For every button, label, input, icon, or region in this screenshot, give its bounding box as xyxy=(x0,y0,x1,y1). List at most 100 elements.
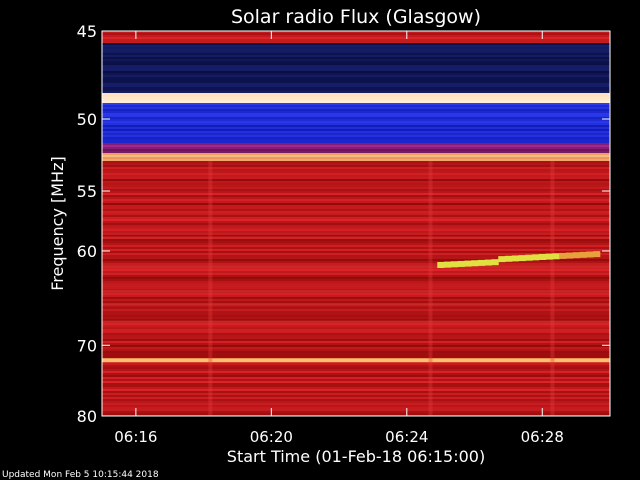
y-axis-label: Frequency [MHz] xyxy=(48,156,67,290)
spectrogram-row xyxy=(102,241,610,243)
spectrogram-row xyxy=(102,353,610,355)
spectrogram-row xyxy=(102,149,610,151)
spectrogram-row xyxy=(102,385,610,387)
emission-feature-segment xyxy=(552,253,560,260)
spectrogram-row xyxy=(102,235,610,237)
emission-feature-segment xyxy=(437,261,445,268)
spectrogram-row xyxy=(102,287,610,289)
spectrogram-row xyxy=(102,395,610,397)
emission-feature-segment xyxy=(545,253,553,260)
spectrogram-row xyxy=(102,69,610,71)
spectrogram-row xyxy=(102,147,610,149)
frequency-streak xyxy=(102,320,610,323)
spectrogram-row xyxy=(102,379,610,381)
y-tick-label: 80 xyxy=(77,407,97,426)
spectrogram-row xyxy=(102,131,610,133)
spectrogram-row xyxy=(102,377,610,379)
spectrogram-row xyxy=(102,387,610,389)
emission-feature-segment xyxy=(484,259,492,266)
spectrogram-row xyxy=(102,197,610,199)
x-axis: 06:16 06:20 06:24 06:28 xyxy=(114,31,564,446)
spectrogram-row xyxy=(102,153,610,155)
spectrogram-row xyxy=(102,357,610,359)
spectrogram-row xyxy=(102,305,610,307)
spectrogram-row xyxy=(102,173,610,175)
spectrogram-row xyxy=(102,181,610,183)
spectrogram-row xyxy=(102,83,610,85)
spectrogram-row xyxy=(102,217,610,219)
x-tick-label: 06:20 xyxy=(250,428,293,446)
spectrogram-row xyxy=(102,57,610,59)
y-tick-label: 55 xyxy=(77,182,97,201)
spectrogram-row xyxy=(102,261,610,263)
spectrogram-row xyxy=(102,251,610,253)
frequency-streak xyxy=(102,358,610,363)
emission-feature-segment xyxy=(538,253,547,260)
spectrogram-row xyxy=(102,159,610,161)
spectrogram-row xyxy=(102,177,610,179)
spectrogram-row xyxy=(102,247,610,249)
spectrogram-row xyxy=(102,35,610,37)
spectrogram-row xyxy=(102,55,610,57)
spectrogram-row xyxy=(102,97,610,99)
emission-feature-segment xyxy=(565,252,574,259)
spectrogram-row xyxy=(102,191,610,193)
spectrogram-row xyxy=(102,141,610,143)
spectrogram-row xyxy=(102,157,610,159)
spectrogram-row xyxy=(102,271,610,273)
spectrogram-row xyxy=(102,49,610,51)
spectrogram-row xyxy=(102,113,610,115)
spectrogram-row xyxy=(102,155,610,157)
spectrogram-row xyxy=(102,259,610,261)
spectrogram-row xyxy=(102,327,610,329)
spectrogram-row xyxy=(102,391,610,393)
spectrogram-row xyxy=(102,339,610,341)
frequency-streak xyxy=(102,290,610,293)
spectrogram-row xyxy=(102,363,610,365)
spectrogram-row xyxy=(102,281,610,283)
spectrogram-row xyxy=(102,169,610,171)
spectrogram-row xyxy=(102,91,610,93)
spectrogram-row xyxy=(102,175,610,177)
emission-feature-segment xyxy=(559,252,567,259)
emission-feature-segment xyxy=(457,260,465,267)
spectrogram-row xyxy=(102,371,610,373)
spectrogram-row xyxy=(102,139,610,141)
spectrogram-row xyxy=(102,373,610,375)
spectrogram-row xyxy=(102,93,610,95)
spectrogram-row xyxy=(102,337,610,339)
spectrogram-row xyxy=(102,355,610,357)
spectrogram-row xyxy=(102,405,610,407)
emission-feature-segment xyxy=(572,252,581,259)
spectrogram-row xyxy=(102,323,610,325)
spectrogram-row xyxy=(102,397,610,399)
spectrogram-row xyxy=(102,183,610,185)
spectrogram-row xyxy=(102,163,610,165)
spectrogram-row xyxy=(102,277,610,279)
spectrogram-row xyxy=(102,365,610,367)
spectrogram-row xyxy=(102,289,610,291)
spectrogram-row xyxy=(102,219,610,221)
spectrogram-row xyxy=(102,393,610,395)
spectrogram-row xyxy=(102,257,610,259)
x-tick-label: 06:24 xyxy=(385,428,428,446)
y-tick-label: 70 xyxy=(77,336,97,355)
spectrogram-row xyxy=(102,233,610,235)
spectrogram-row xyxy=(102,189,610,191)
spectrogram-row xyxy=(102,409,610,411)
spectrogram-row xyxy=(102,203,610,205)
spectrogram-row xyxy=(102,227,610,229)
spectrogram-row xyxy=(102,109,610,111)
spectrogram-row xyxy=(102,195,610,197)
spectrogram-row xyxy=(102,81,610,83)
spectrogram-row xyxy=(102,105,610,107)
spectrogram-row xyxy=(102,283,610,285)
spectrogram-row xyxy=(102,179,610,181)
spectrogram-row xyxy=(102,223,610,225)
spectrogram-row xyxy=(102,33,610,35)
artifact-column xyxy=(428,161,433,416)
spectrogram-row xyxy=(102,297,610,299)
spectrogram-row xyxy=(102,199,610,201)
spectrogram-row xyxy=(102,129,610,131)
spectrogram-row xyxy=(102,335,610,337)
